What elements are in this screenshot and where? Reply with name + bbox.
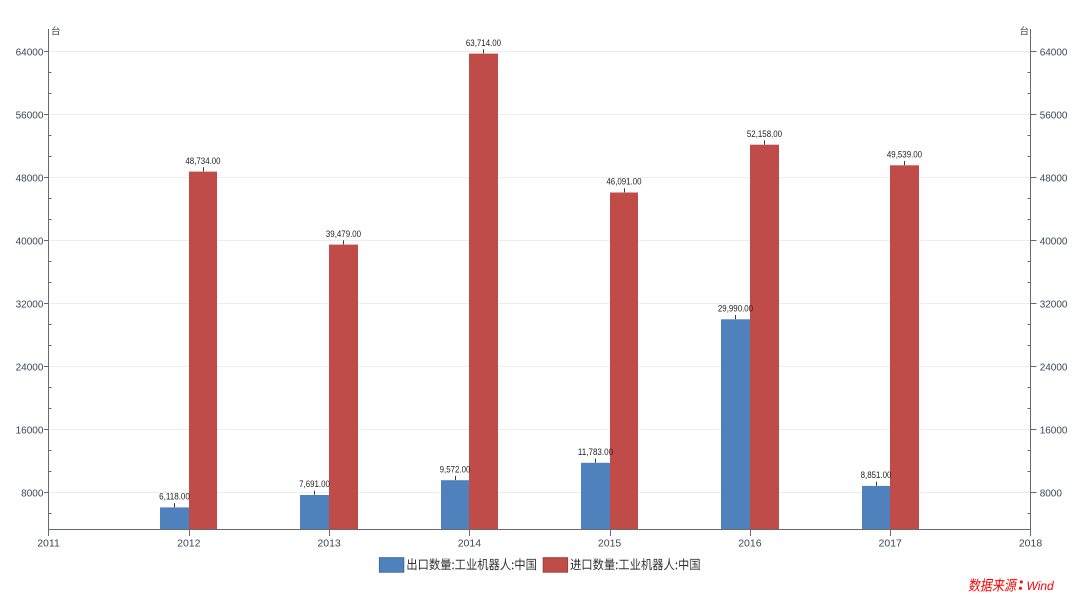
svg-text:32000: 32000 — [16, 299, 44, 310]
svg-text:29,990.00: 29,990.00 — [718, 304, 753, 314]
svg-text:56000: 56000 — [16, 110, 44, 121]
svg-text:16000: 16000 — [1040, 425, 1068, 436]
svg-text:40000: 40000 — [16, 236, 44, 247]
svg-text:8000: 8000 — [21, 488, 44, 499]
svg-text:11,783.00: 11,783.00 — [578, 447, 613, 457]
svg-text:32000: 32000 — [1040, 299, 1068, 310]
svg-text:2012: 2012 — [177, 538, 201, 550]
svg-text:48000: 48000 — [16, 173, 44, 184]
svg-text:2011: 2011 — [37, 538, 60, 550]
svg-text:48000: 48000 — [1040, 173, 1068, 184]
svg-text:40000: 40000 — [1040, 236, 1068, 247]
svg-text:2017: 2017 — [879, 538, 903, 550]
svg-text:52,158.00: 52,158.00 — [747, 129, 782, 139]
svg-text:64000: 64000 — [1040, 47, 1068, 58]
svg-text:8000: 8000 — [1040, 488, 1063, 499]
svg-text:Wind: Wind — [1027, 579, 1055, 593]
svg-text:2018: 2018 — [1019, 538, 1043, 550]
svg-text:6,118.00: 6,118.00 — [159, 492, 190, 502]
svg-text:63,714.00: 63,714.00 — [466, 38, 501, 48]
svg-text:2016: 2016 — [738, 538, 762, 550]
svg-text:64000: 64000 — [16, 47, 44, 58]
svg-text:24000: 24000 — [16, 362, 44, 373]
svg-text:49,539.00: 49,539.00 — [887, 150, 922, 160]
svg-text:2014: 2014 — [458, 538, 482, 550]
svg-text:24000: 24000 — [1040, 362, 1068, 373]
svg-text:8,851.00: 8,851.00 — [861, 470, 892, 480]
svg-text:2013: 2013 — [317, 538, 341, 550]
svg-text:39,479.00: 39,479.00 — [326, 229, 361, 239]
svg-text:9,572.00: 9,572.00 — [440, 464, 471, 474]
svg-text:48,734.00: 48,734.00 — [185, 156, 220, 166]
svg-text:56000: 56000 — [1040, 110, 1068, 121]
svg-text:16000: 16000 — [16, 425, 44, 436]
svg-text:46,091.00: 46,091.00 — [606, 177, 641, 187]
svg-text:2015: 2015 — [598, 538, 622, 550]
svg-text:7,691.00: 7,691.00 — [299, 479, 330, 489]
